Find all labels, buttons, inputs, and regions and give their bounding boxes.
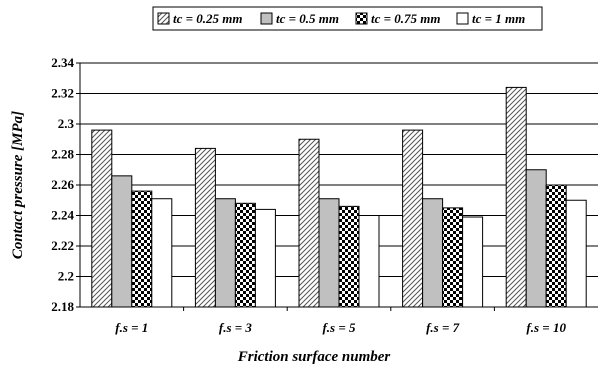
x-tick-label: f.s = 1 [115,320,148,335]
bar-4-series-2 [422,198,444,308]
bar-3-series-1 [298,138,320,308]
bars [91,86,587,308]
x-axis-title: Friction surface number [237,349,391,365]
x-axis-ticks: f.s = 1 f.s = 3 f.s = 5 f.s = 7 f.s = 10 [115,307,566,335]
bar-4-series-3 [442,207,464,308]
bar-1-series-3 [131,190,153,308]
bar-5-series-3 [545,184,567,308]
bar-1-series-1 [91,129,113,308]
legend-swatch-tc-0-75 [355,12,368,25]
bar-5-series-2 [525,169,547,308]
legend-box [152,6,543,31]
bar-5-series-4 [565,199,587,308]
y-tick-label: 2.24 [51,208,74,223]
y-tick-label: 2.18 [51,299,74,314]
bar-4-series-1 [402,129,424,308]
legend-swatch-tc-0-25 [157,12,170,25]
legend-label-tc-0-75: tc = 0.75 mm [371,11,441,26]
bar-3-series-3 [338,205,360,308]
bar-1-series-4 [151,198,173,308]
bar-5-series-1 [505,86,527,308]
bar-4-series-4 [462,216,484,308]
bar-3-series-2 [318,198,340,308]
bar-2-series-3 [234,202,256,308]
bar-2-series-1 [194,147,216,308]
axes [79,63,598,308]
bar-2-series-2 [214,198,236,308]
y-tick-label: 2.2 [58,269,74,284]
legend-swatch-tc-1 [456,12,469,25]
x-tick-label: f.s = 7 [426,320,460,335]
y-tick-label: 2.28 [51,147,74,162]
bar-1-series-2 [111,175,133,308]
legend-label-tc-0-5: tc = 0.5 mm [276,11,339,26]
x-tick-label: f.s = 3 [219,320,253,335]
bar-3-series-4 [358,215,380,308]
y-tick-label: 2.32 [51,86,74,101]
y-tick-label: 2.22 [51,238,74,253]
y-tick-label: 2.34 [51,55,74,70]
bar-2-series-4 [254,208,276,308]
legend-label-tc-0-25: tc = 0.25 mm [173,11,243,26]
y-axis-ticks: 2.18 2.2 2.22 2.24 2.26 2.28 2.3 2.32 2.34 [51,55,80,314]
legend-swatch-tc-0-5 [260,12,273,25]
x-tick-label: f.s = 10 [526,320,566,335]
y-tick-label: 2.3 [58,116,75,131]
legend-label-tc-1: tc = 1 mm [472,11,525,26]
y-axis-title: Contact pressure [MPa] [10,111,26,259]
y-tick-label: 2.26 [51,177,74,192]
legend: tc = 0.25 mm tc = 0.5 mm tc = 0.75 mm tc… [152,6,543,31]
x-tick-label: f.s = 5 [322,320,356,335]
